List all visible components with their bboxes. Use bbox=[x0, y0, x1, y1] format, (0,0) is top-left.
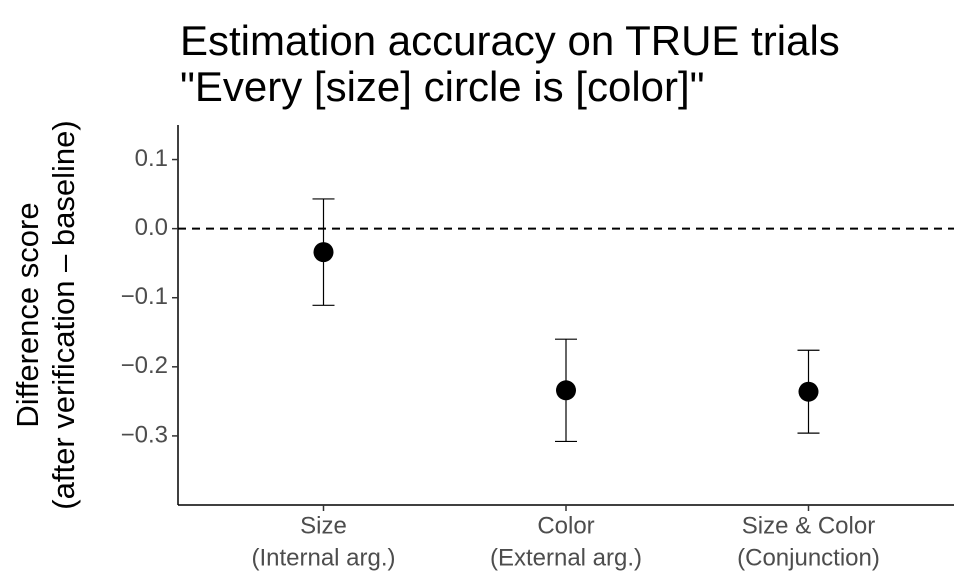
point bbox=[556, 380, 576, 401]
y-axis-title: Difference score (after verification – b… bbox=[10, 120, 81, 509]
point bbox=[313, 242, 334, 263]
x-tick-label: Color bbox=[537, 512, 594, 539]
y-label-line: Difference score bbox=[10, 202, 45, 427]
x-tick-label: (Conjunction) bbox=[737, 544, 880, 571]
x-tick-label: Size & Color bbox=[742, 512, 875, 539]
x-tick-label: Size bbox=[300, 512, 347, 539]
x-tick-label: (Internal arg.) bbox=[251, 544, 395, 571]
y-tick-label: −0.3 bbox=[121, 421, 168, 448]
y-label-line: (after verification – baseline) bbox=[46, 120, 81, 509]
y-tick-label: −0.2 bbox=[121, 352, 168, 379]
point bbox=[798, 381, 819, 402]
x-tick-label: (External arg.) bbox=[490, 544, 642, 571]
y-tick-label: 0.0 bbox=[135, 214, 168, 241]
chart-title: Estimation accuracy on TRUE trials bbox=[180, 17, 840, 64]
y-tick-label: 0.1 bbox=[135, 145, 168, 172]
y-tick-label: −0.1 bbox=[121, 283, 168, 310]
chart-subtitle: "Every [size] circle is [color]" bbox=[180, 63, 705, 110]
